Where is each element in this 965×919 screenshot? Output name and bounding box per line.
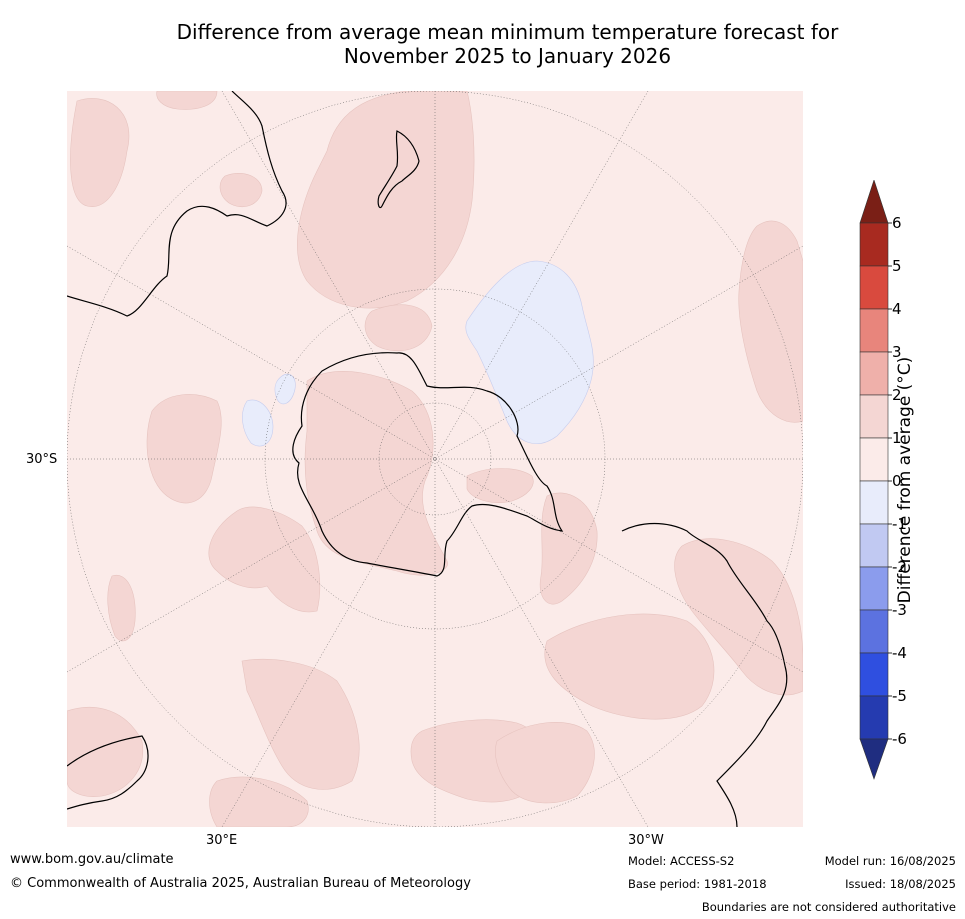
- colorbar-tick-label: -4: [892, 644, 907, 662]
- colorbar-extend-min: [859, 738, 889, 780]
- footer-model-run: Model run: 16/08/2025: [824, 854, 956, 868]
- colorbar-segment: [859, 265, 889, 310]
- indian-warm-blob-1: [146, 394, 222, 504]
- nw-warm-blob-1: [70, 98, 130, 207]
- south-america-coastline: [621, 522, 788, 827]
- colorbar-segment: [859, 695, 889, 740]
- map-title: Difference from average mean minimum tem…: [60, 20, 955, 68]
- cool-region-indian-2: [274, 373, 296, 405]
- far-east-blob: [738, 220, 803, 423]
- indian-warm-blob-3: [107, 574, 136, 642]
- cool-region-south-pacific: [465, 260, 594, 444]
- title-line-2: November 2025 to January 2026: [343, 44, 672, 68]
- southwest-blob-1: [67, 707, 144, 797]
- colorbar-tick-label: -1: [892, 515, 907, 533]
- southwest-blob-2: [209, 776, 309, 827]
- colorbar-segment: [859, 652, 889, 697]
- footer-disclaimer: Boundaries are not considered authoritat…: [701, 900, 956, 914]
- map-canvas: [67, 91, 803, 827]
- anomaly-1-2-regions: [67, 91, 803, 827]
- colorbar-segment: [859, 437, 889, 482]
- colorbar-tick-label: 3: [892, 343, 902, 361]
- colorbar-tick-label: 6: [892, 214, 902, 232]
- title-line-1: Difference from average mean minimum tem…: [176, 20, 839, 44]
- south-atlantic-blob-2: [495, 722, 595, 804]
- lon-label-30e: 30°E: [206, 833, 238, 848]
- colorbar-tick-label: 5: [892, 257, 902, 275]
- indian-warm-blob-4: [241, 658, 360, 790]
- graticule: [67, 91, 803, 827]
- tasman-warm-region-2: [364, 304, 433, 352]
- coastlines: [67, 91, 788, 827]
- footer-base-period: Base period: 1981-2018: [628, 877, 767, 891]
- colorbar-svg: 6 5 4 3 2 1 0 -1 -2 -3 -4 -5 -6: [859, 179, 907, 780]
- colorbar-tick-label: -2: [892, 558, 907, 576]
- colorbar-tick-label: 4: [892, 300, 902, 318]
- colorbar-tick-label: -6: [892, 730, 907, 748]
- colorbar: 6 5 4 3 2 1 0 -1 -2 -3 -4 -5 -6: [850, 179, 960, 790]
- colorbar-tick-label: 1: [892, 429, 902, 447]
- meridian-30e: [221, 91, 649, 827]
- colorbar-segment: [859, 523, 889, 568]
- south-pacific-blob-1: [544, 613, 715, 720]
- meridian-60: [67, 245, 803, 673]
- footer-copyright: © Commonwealth of Australia 2025, Austra…: [10, 876, 471, 891]
- colorbar-label: Difference from average (°C): [895, 356, 915, 604]
- meridian-30w: [221, 91, 649, 827]
- anomaly-neg1-0-regions: [242, 260, 594, 447]
- colorbar-segment: [859, 394, 889, 439]
- colorbar-segment: [859, 566, 889, 611]
- east-pacific-blob: [674, 538, 803, 696]
- nw-warm-blob-3: [219, 172, 263, 207]
- colorbar-tick-label: -5: [892, 687, 907, 705]
- south-pacific-blob-2: [539, 492, 598, 605]
- colorbar-tick-label: -3: [892, 601, 907, 619]
- antarctica-west-warm: [466, 468, 534, 503]
- lon-label-30w: 30°W: [628, 833, 664, 848]
- polar-map: [67, 91, 803, 827]
- footer-issued: Issued: 18/08/2025: [845, 877, 956, 891]
- colorbar-extend-max: [859, 179, 889, 224]
- footer-url[interactable]: www.bom.gov.au/climate: [10, 852, 174, 867]
- antarctica-warm-region: [304, 371, 448, 576]
- colorbar-segment: [859, 609, 889, 654]
- nw-warm-blob-2: [156, 91, 218, 110]
- australia-coastline: [67, 91, 287, 317]
- colorbar-segment: [859, 351, 889, 396]
- meridian-120: [67, 245, 803, 673]
- colorbar-segment: [859, 308, 889, 353]
- antarctica-coastline: [292, 352, 564, 577]
- colorbar-tick-label: 2: [892, 386, 902, 404]
- africa-coastline: [67, 735, 149, 810]
- lat-label-30s: 30°S: [26, 452, 58, 467]
- footer-model: Model: ACCESS-S2: [628, 854, 735, 868]
- colorbar-segment: [859, 222, 889, 267]
- colorbar-tick-label: 0: [892, 472, 902, 490]
- cool-region-indian-1: [242, 399, 274, 447]
- colorbar-segment: [859, 480, 889, 525]
- new-zealand-coastline: [377, 130, 420, 209]
- indian-warm-blob-2: [208, 506, 321, 613]
